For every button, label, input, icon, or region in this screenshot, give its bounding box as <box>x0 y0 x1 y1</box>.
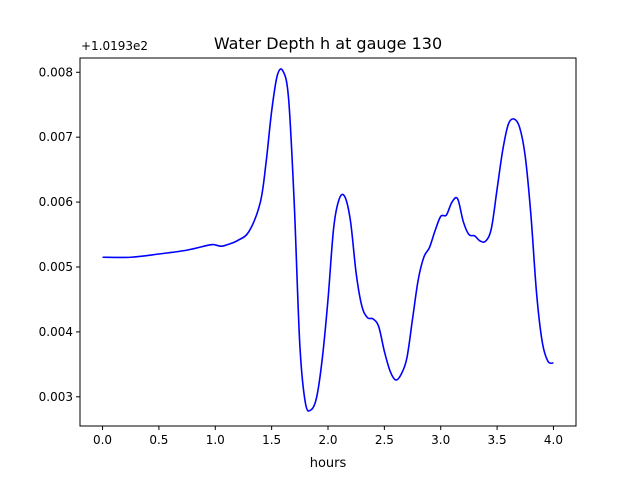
plot-area: 0.0 0.5 1.0 1.5 2.0 2.5 3.0 3.5 4.0 0.003 0.004 0.0… <box>39 57 577 447</box>
x-tick-label: 2.5 <box>375 433 394 447</box>
y-tick-label: 0.003 <box>39 390 73 404</box>
x-tick-label: 0.0 <box>93 433 112 447</box>
y-tick-label: 0.005 <box>39 260 73 274</box>
y-tick-label: 0.008 <box>39 65 73 79</box>
y-offset-label: +1.0193e2 <box>81 39 148 53</box>
x-tick-label: 1.5 <box>262 433 281 447</box>
series-line-0 <box>102 68 554 412</box>
x-tick-label: 2.0 <box>318 433 337 447</box>
x-tick-label: 1.0 <box>206 433 225 447</box>
x-tick-label: 3.0 <box>431 433 450 447</box>
y-tick-label: 0.004 <box>39 325 73 339</box>
chart-title: Water Depth h at gauge 130 <box>214 34 442 53</box>
x-axis-label: hours <box>310 456 347 471</box>
y-tick-label: 0.007 <box>39 130 73 144</box>
y-tick-label: 0.006 <box>39 195 73 209</box>
x-tick-label: 3.5 <box>488 433 507 447</box>
x-tick-label: 0.5 <box>149 433 168 447</box>
x-tick-label: 4.0 <box>544 433 563 447</box>
